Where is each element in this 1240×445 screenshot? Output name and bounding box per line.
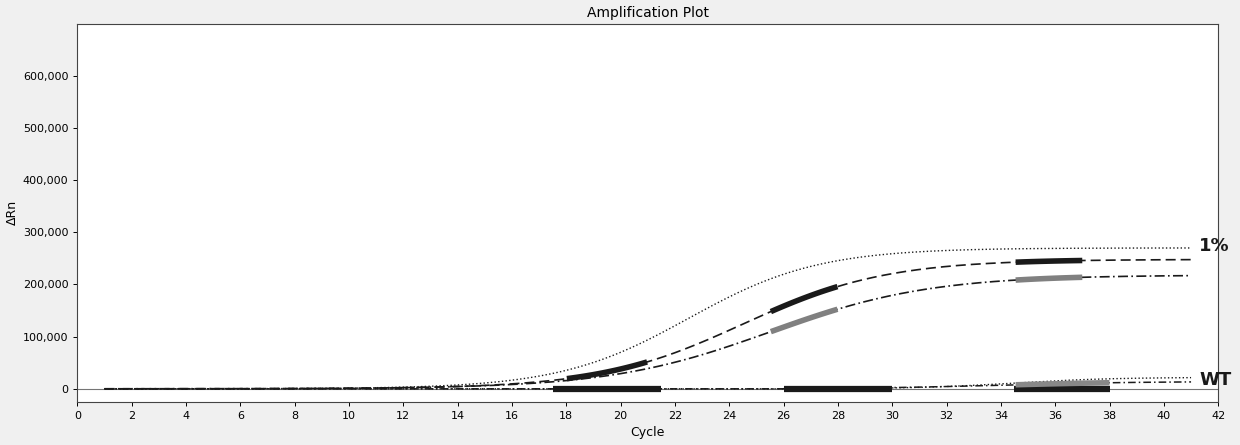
Title: Amplification Plot: Amplification Plot [587, 5, 709, 20]
Text: 1%: 1% [1199, 237, 1230, 255]
Y-axis label: ΔRn: ΔRn [5, 200, 19, 225]
Text: WT: WT [1199, 371, 1231, 389]
X-axis label: Cycle: Cycle [631, 426, 665, 440]
